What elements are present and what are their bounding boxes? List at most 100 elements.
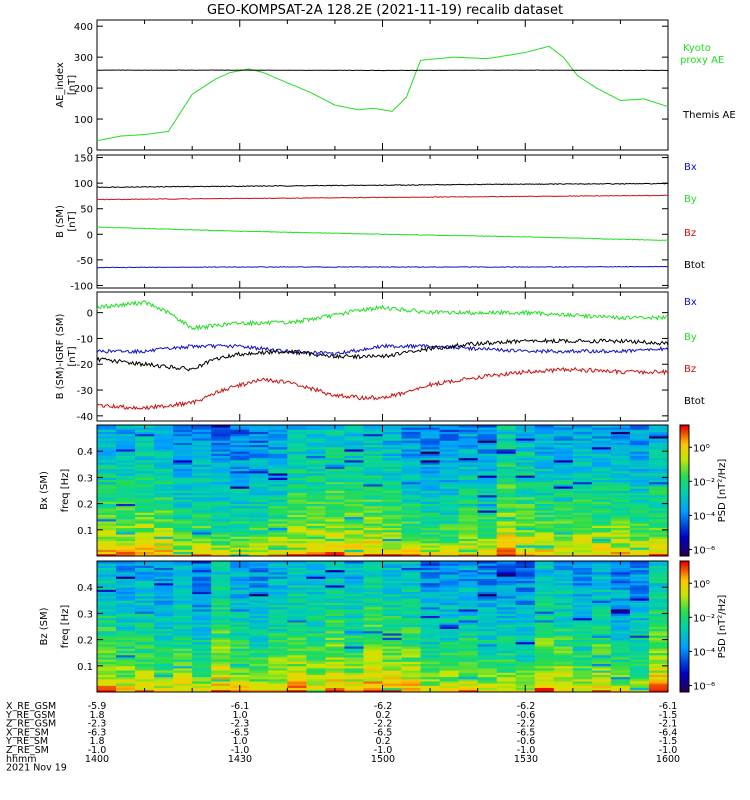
orbit-cell: -2.1	[659, 719, 678, 730]
orbit-cell: -1.0	[517, 745, 536, 756]
colorbar-tick-label: 10⁻²	[693, 613, 715, 624]
spectrogram-panel-1: 0.10.20.30.4Bx (SM) freq [Hz]10⁰10⁻²10⁻⁴1…	[39, 424, 728, 557]
figure-title: GEO-KOMPSAT-2A 128.2E (2021-11-19) recal…	[207, 3, 563, 18]
colorbar-label: PSD [nT²/Hz]	[717, 459, 728, 523]
orbit-cell: 0.2	[375, 736, 390, 747]
colorbar-tick-label: 10⁰	[693, 579, 710, 590]
legend-btot: Btot	[684, 396, 705, 407]
y-tick-label: 0.4	[77, 583, 93, 594]
y-tick-label: 100	[74, 179, 93, 190]
orbit-cell: -2.3	[231, 719, 250, 730]
y-tick-label: 0.3	[77, 473, 93, 484]
series-bz	[96, 366, 669, 411]
orbit-cell: 1400	[85, 754, 109, 765]
orbit-cell: 1600	[656, 754, 680, 765]
colorbar-tick-label: 10⁻⁶	[693, 545, 715, 556]
y-tick-label: 0	[87, 230, 93, 241]
y-axis-label: Bz (SM)	[39, 607, 50, 645]
spectrogram-panel-2: 0.10.20.30.4Bz (SM) freq [Hz]10⁰10⁻²10⁻⁴1…	[39, 560, 728, 693]
orbit-cell: 1.8	[89, 710, 104, 721]
spectrogram-cells	[97, 425, 669, 557]
orbit-cell: -6.5	[517, 727, 536, 738]
plot-frame	[96, 19, 669, 151]
y-tick-label: 300	[74, 53, 93, 64]
line-panel-3: -40 -30 -20 -10 0 B (SM)-IGRF (SM) [nT]	[55, 291, 669, 423]
orbit-row-label: Y_RE_SM	[5, 736, 48, 747]
colorbar-label: PSD [nT²/Hz]	[717, 595, 728, 659]
y-tick-label: -10	[77, 334, 93, 345]
orbit-cell: 0.2	[375, 710, 390, 721]
orbit-date: 2021 Nov 19	[6, 763, 67, 774]
series-bx	[96, 343, 669, 356]
orbit-row-label: X_RE_SM	[6, 727, 49, 738]
legend-proxy-ae: proxy AE	[680, 55, 724, 66]
orbit-cell: -1.0	[374, 745, 393, 756]
orbit-row-label: hhmm	[6, 754, 37, 765]
y-tick-label: 100	[74, 115, 93, 126]
orbit-cell: -1.0	[231, 745, 250, 756]
orbit-row-label: Z_RE_SM	[6, 745, 49, 756]
y-axis-label: B (SM)-IGRF (SM)	[55, 314, 66, 400]
legend-bx: Bx	[684, 162, 697, 173]
legend-b-2: Bx By Bz Btot	[684, 297, 705, 407]
y-axis-unit: [nT]	[67, 75, 78, 95]
y-axis-label: Bx (SM)	[39, 471, 50, 510]
orbit-cell: -1.0	[659, 745, 678, 756]
series-themis-ae	[96, 69, 669, 72]
colorbar-tick-label: 10⁻⁴	[693, 511, 715, 522]
orbit-cell: -6.4	[659, 727, 678, 738]
y-axis-label: B (SM)	[55, 205, 66, 238]
colorbar-tick-label: 10⁰	[693, 443, 710, 454]
orbit-cell: -1.0	[88, 745, 107, 756]
legend-by: By	[684, 194, 697, 205]
y-tick-label: -50	[77, 256, 93, 267]
series-btot	[96, 182, 669, 189]
y-tick-label: 0.2	[77, 500, 93, 511]
colorbar: 10⁰ 10⁻² 10⁻⁴ 10⁻⁶ PSD [nT²/Hz]	[679, 560, 728, 693]
orbit-cell: 1.0	[232, 710, 247, 721]
orbit-cell: -2.3	[88, 719, 107, 730]
series-by	[97, 226, 669, 242]
y-tick-label: 0.3	[77, 609, 93, 620]
orbit-cell: -1.5	[659, 710, 678, 721]
y-tick-label: 150	[74, 154, 93, 165]
orbit-cell: -1.5	[659, 736, 678, 747]
series-kyoto-proxy-ae	[96, 45, 669, 142]
y-tick-label: 200	[74, 84, 93, 95]
orbit-cell: -2.2	[517, 719, 536, 730]
orbit-cell: -6.1	[659, 701, 678, 712]
y-tick-label: -20	[77, 360, 93, 371]
orbit-cell: 1.0	[232, 736, 247, 747]
series-btot	[96, 337, 669, 372]
orbit-cell: -6.5	[374, 727, 393, 738]
orbit-row-label: X_RE_GSM	[6, 701, 56, 712]
legend-bx: Bx	[684, 297, 697, 308]
y-axis-unit: [nT]	[67, 211, 78, 231]
y-tick-label: 0.4	[77, 447, 93, 458]
line-panel-2: -100 -50 0 50 100 150 B (SM) [nT]	[55, 154, 669, 292]
orbit-cell: -6.3	[88, 727, 107, 738]
legend-bz: Bz	[684, 364, 696, 375]
y-tick-label: 50	[80, 205, 93, 216]
legend-by: By	[684, 332, 697, 343]
colorbar-tick-label: 10⁻⁶	[693, 681, 715, 692]
y-axis-unit: freq [Hz]	[60, 605, 71, 649]
y-axis-unit: freq [Hz]	[60, 469, 71, 513]
colorbar: 10⁰ 10⁻² 10⁻⁴ 10⁻⁶ PSD [nT²/Hz]	[679, 424, 728, 557]
orbit-cell: -6.5	[231, 727, 250, 738]
orbit-row-label: Z_RE_GSM	[6, 719, 56, 730]
y-tick-label: 0.1	[77, 662, 93, 673]
line-panel-1: 0 100 200 300 400 AE_index [nT]	[55, 19, 669, 157]
spectrogram-cells	[97, 561, 669, 693]
orbit-cell: -5.9	[88, 701, 107, 712]
colorbar-tick-label: 10⁻²	[693, 477, 715, 488]
y-tick-label: 400	[74, 22, 93, 33]
orbit-cell: -6.2	[374, 701, 393, 712]
legend-btot: Btot	[684, 260, 705, 271]
y-tick-label: -100	[70, 281, 93, 292]
colorbar-frame	[679, 560, 690, 693]
y-tick-label: 0	[87, 146, 93, 157]
legend-bz: Bz	[684, 228, 696, 239]
